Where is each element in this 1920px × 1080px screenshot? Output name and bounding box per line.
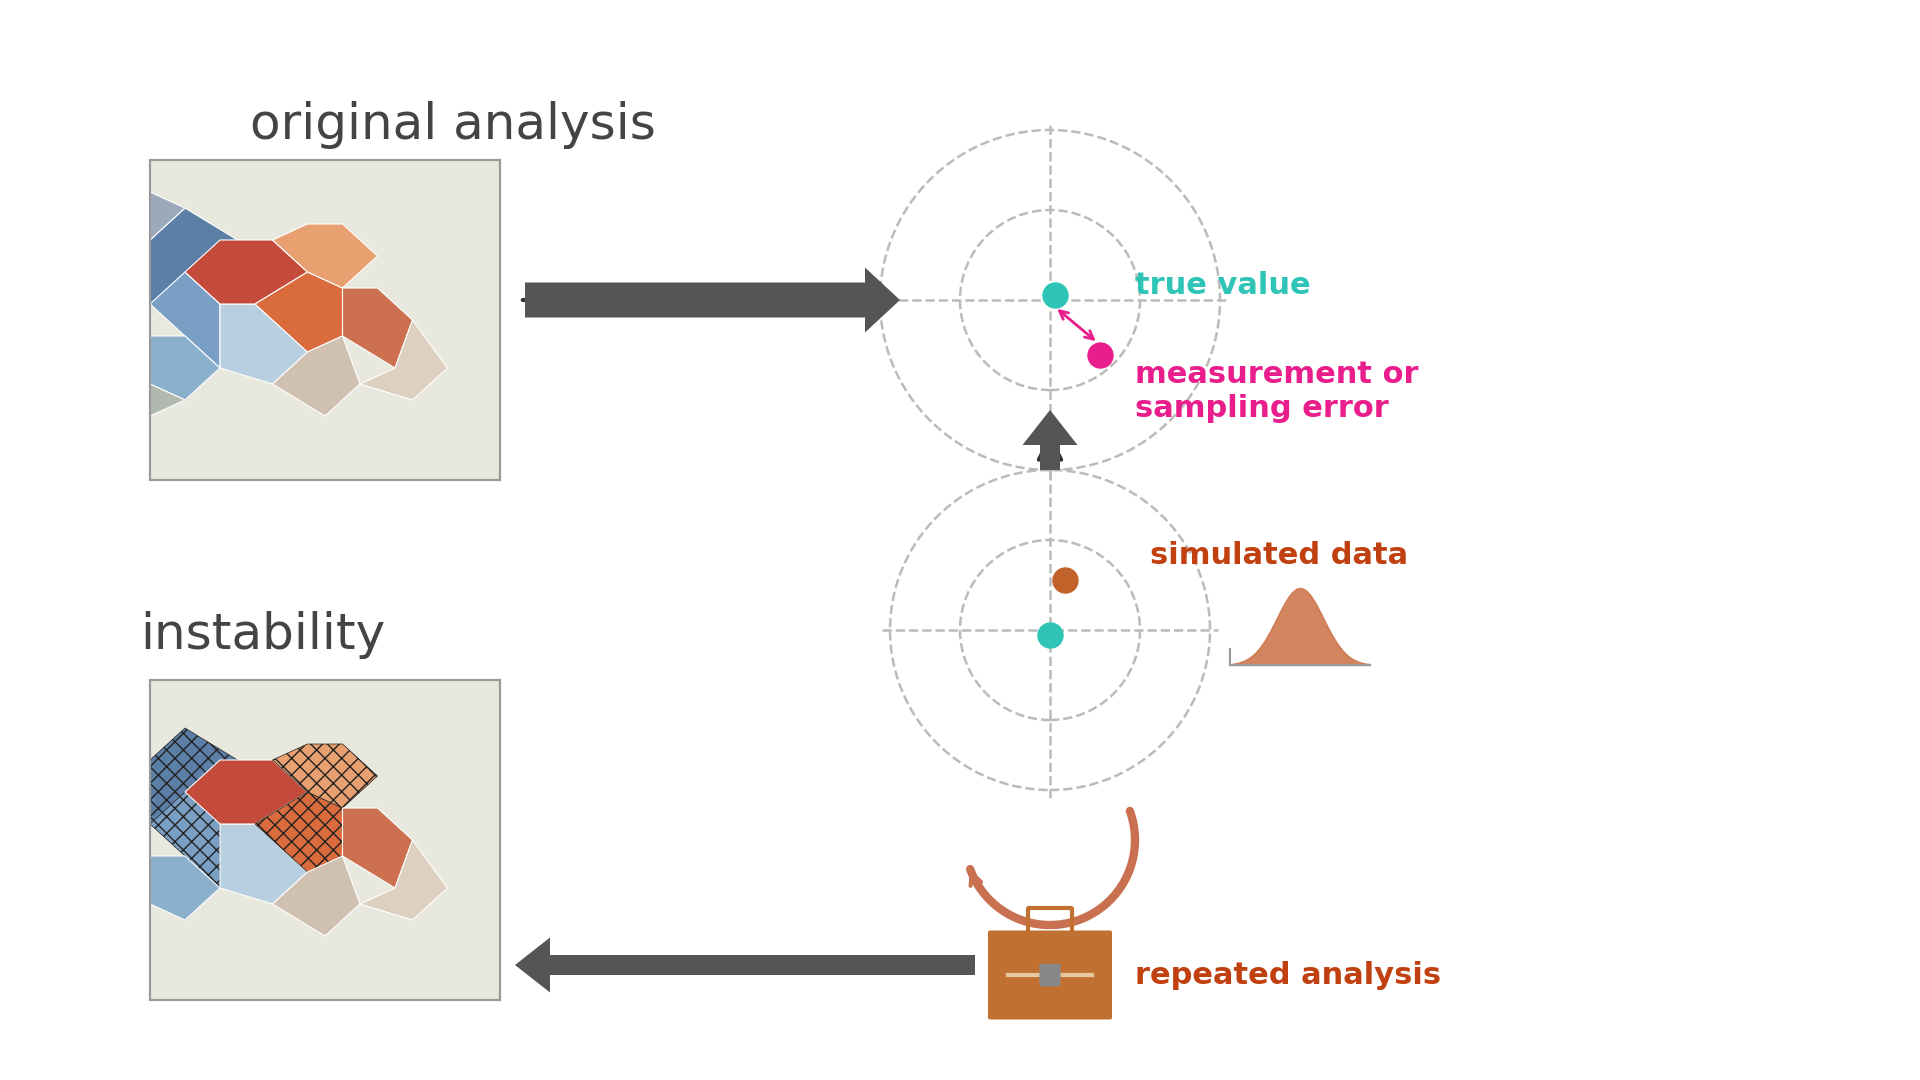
Text: instability: instability [140,611,386,659]
Polygon shape [255,792,342,872]
FancyBboxPatch shape [150,160,499,480]
Polygon shape [150,792,221,888]
FancyBboxPatch shape [150,680,499,1000]
Polygon shape [150,336,221,400]
Polygon shape [273,336,361,416]
Polygon shape [150,856,221,920]
Polygon shape [361,840,447,920]
Text: true value: true value [1135,270,1311,299]
FancyBboxPatch shape [1039,963,1060,986]
Polygon shape [273,744,378,808]
Polygon shape [150,208,238,303]
Polygon shape [150,728,238,824]
Text: measurement or
sampling error: measurement or sampling error [1135,360,1419,422]
Polygon shape [342,288,413,368]
FancyArrow shape [1023,410,1077,470]
Polygon shape [221,824,307,904]
Polygon shape [273,856,361,936]
Text: original analysis: original analysis [250,102,657,149]
Polygon shape [255,272,342,352]
Text: repeated analysis: repeated analysis [1135,960,1442,989]
Polygon shape [150,384,184,416]
FancyArrow shape [524,268,900,333]
FancyArrow shape [515,937,975,993]
Polygon shape [150,272,221,368]
Text: simulated data: simulated data [1150,540,1407,569]
Polygon shape [342,808,413,888]
FancyBboxPatch shape [989,931,1112,1020]
Polygon shape [150,192,184,240]
Polygon shape [273,224,378,288]
Polygon shape [184,240,307,303]
Polygon shape [221,303,307,384]
Polygon shape [184,760,307,824]
Polygon shape [361,320,447,400]
